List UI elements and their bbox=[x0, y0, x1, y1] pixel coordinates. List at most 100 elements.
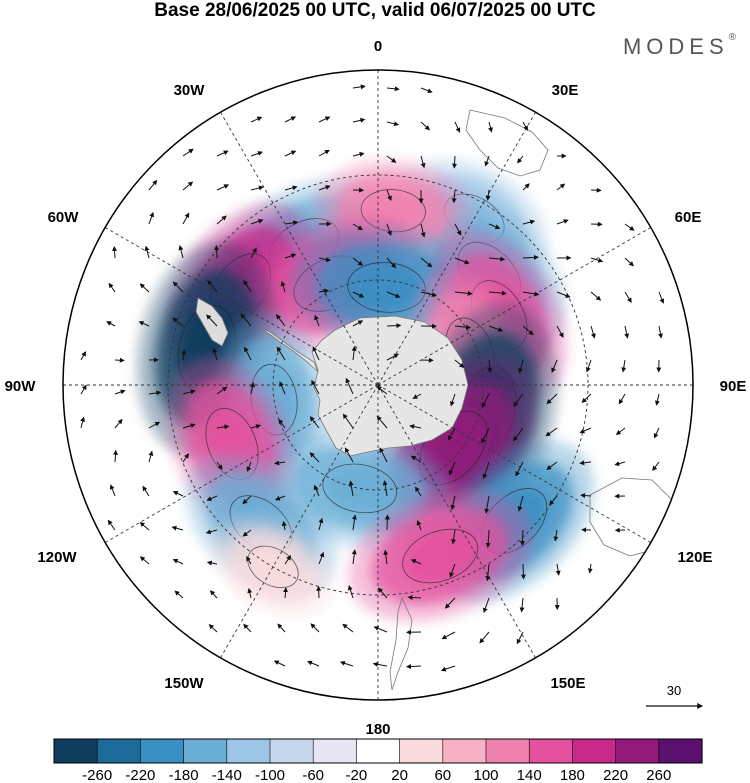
wind-vector bbox=[284, 220, 299, 226]
wind-vector bbox=[488, 121, 493, 133]
wind-vector bbox=[171, 525, 184, 531]
label-lon-90w: 90W bbox=[5, 378, 37, 395]
map-title: Base 28/06/2025 00 UTC, valid 06/07/2025… bbox=[154, 0, 596, 21]
wind-vector bbox=[386, 257, 397, 269]
wind-vector bbox=[109, 484, 116, 497]
antarctic-peninsula bbox=[261, 327, 319, 373]
colorbar-swatch bbox=[226, 738, 271, 764]
wind-vector bbox=[546, 461, 558, 470]
wind-vector bbox=[216, 150, 229, 157]
wind-vector bbox=[351, 345, 357, 361]
wind-vector bbox=[454, 223, 462, 236]
wind-vector bbox=[454, 290, 473, 296]
wind-vector bbox=[352, 257, 364, 266]
wind-vector bbox=[386, 86, 400, 92]
wind-vector bbox=[614, 461, 626, 467]
meridian-line bbox=[377, 111, 536, 386]
colorbar-label: -260 bbox=[82, 767, 112, 783]
wind-vector bbox=[114, 389, 126, 395]
wind-vector bbox=[113, 449, 119, 463]
wind-vector bbox=[482, 597, 490, 614]
wind-vector bbox=[515, 461, 524, 477]
wind-vector bbox=[208, 624, 218, 633]
new-zealand-coast bbox=[389, 596, 413, 691]
wind-vector bbox=[452, 155, 458, 169]
wind-vector bbox=[318, 288, 330, 294]
wind-vector bbox=[518, 359, 524, 374]
wind-vector bbox=[624, 223, 635, 231]
wind-vector bbox=[242, 495, 252, 505]
wind-vector bbox=[383, 549, 389, 565]
wind-vector bbox=[549, 495, 558, 506]
wind-vector bbox=[377, 587, 388, 599]
wind-vector bbox=[488, 325, 504, 332]
wind-vector bbox=[277, 623, 286, 633]
wind-vector bbox=[487, 359, 493, 374]
wind-vector bbox=[441, 631, 456, 640]
wind-vector bbox=[142, 485, 150, 497]
wind-vector bbox=[274, 495, 286, 501]
wind-vector bbox=[352, 291, 365, 298]
colorbar-swatch bbox=[572, 738, 617, 764]
colorbar-swatch bbox=[53, 738, 98, 764]
wind-vector bbox=[386, 223, 392, 237]
wind-vector bbox=[139, 556, 150, 565]
wind-vector bbox=[590, 257, 604, 263]
wind-vector bbox=[556, 291, 571, 298]
wind-vector bbox=[553, 529, 559, 542]
colorbar-label: -220 bbox=[125, 767, 155, 783]
wind-vector bbox=[420, 121, 431, 131]
brand-name: MODES bbox=[622, 34, 729, 59]
wind-vector bbox=[652, 461, 660, 471]
wind-vector bbox=[352, 320, 364, 327]
wind-vector bbox=[284, 185, 298, 191]
wind-vector bbox=[182, 423, 196, 429]
meridian-line bbox=[220, 111, 379, 386]
wind-vector bbox=[310, 623, 320, 633]
south-africa-coast bbox=[465, 109, 549, 177]
wind-vector bbox=[522, 254, 539, 260]
wind-vector bbox=[522, 121, 528, 131]
colorbar-swatch bbox=[528, 738, 574, 764]
land-layer bbox=[195, 109, 679, 691]
wind-vector bbox=[339, 660, 354, 667]
map-border bbox=[62, 69, 694, 701]
colorbar-swatch bbox=[356, 738, 401, 764]
wind-vector bbox=[206, 495, 218, 501]
wind-vector bbox=[240, 313, 252, 327]
meridian-line bbox=[377, 384, 536, 659]
wind-vector bbox=[352, 151, 365, 157]
wind-vectors bbox=[80, 84, 665, 672]
wind-vector bbox=[352, 223, 363, 231]
wind-vector bbox=[250, 382, 255, 395]
wind-vector bbox=[107, 519, 116, 531]
wind-vector bbox=[384, 514, 390, 531]
wind-vector bbox=[488, 256, 506, 262]
wind-vector bbox=[555, 563, 561, 576]
wind-vector bbox=[348, 480, 354, 497]
wind-vector bbox=[80, 384, 87, 395]
colorbar-swatch bbox=[615, 738, 660, 764]
wind-vector bbox=[376, 386, 388, 395]
wind-vector bbox=[420, 87, 433, 94]
wind-vector bbox=[148, 390, 162, 396]
wind-vector bbox=[174, 590, 184, 599]
wind-vector bbox=[242, 529, 252, 537]
wind-vector bbox=[420, 223, 426, 238]
wind-vector bbox=[386, 121, 400, 127]
anomaly-centre bbox=[348, 490, 533, 622]
wind-vector bbox=[382, 480, 388, 497]
wind-vector bbox=[148, 179, 158, 191]
reference-vector-label: 30 bbox=[667, 683, 681, 698]
wind-vector bbox=[148, 450, 154, 463]
wind-vector bbox=[182, 212, 190, 225]
wind-vector bbox=[386, 155, 397, 163]
colorbar-label: 20 bbox=[391, 767, 408, 783]
colorbar-swatch bbox=[442, 738, 487, 764]
wind-vector bbox=[309, 452, 320, 463]
wind-vector bbox=[485, 529, 491, 548]
wind-vector bbox=[449, 563, 456, 578]
wind-vector bbox=[488, 223, 501, 230]
wind-vector bbox=[484, 495, 490, 514]
